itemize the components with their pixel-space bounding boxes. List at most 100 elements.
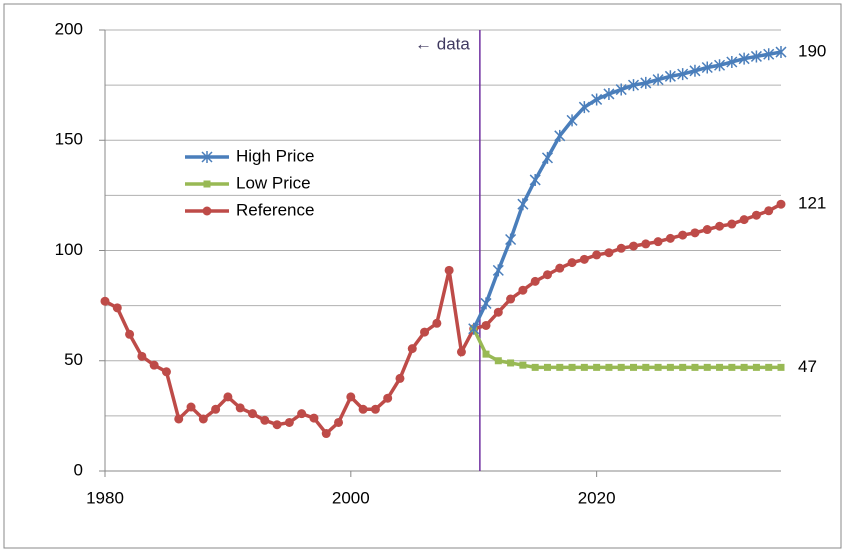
- point: [579, 254, 589, 264]
- point: [615, 83, 627, 96]
- legend-marker: [201, 151, 213, 163]
- point: [519, 361, 527, 369]
- point: [716, 363, 724, 371]
- y-tick-label: 100: [55, 240, 83, 259]
- point: [407, 344, 417, 354]
- point: [666, 363, 674, 371]
- point: [679, 363, 687, 371]
- end-label: 121: [798, 194, 826, 213]
- y-tick-label: 50: [64, 350, 83, 369]
- point: [137, 351, 147, 361]
- point: [517, 198, 529, 211]
- point: [603, 87, 615, 100]
- point: [641, 239, 651, 249]
- point: [247, 409, 257, 419]
- point: [604, 248, 614, 258]
- point: [529, 173, 541, 186]
- point: [714, 59, 726, 72]
- series-markers: [470, 325, 785, 371]
- point: [763, 48, 775, 61]
- point: [703, 363, 711, 371]
- point: [507, 359, 515, 367]
- annotation: ← data: [415, 34, 470, 53]
- point: [161, 367, 171, 377]
- point: [776, 199, 786, 209]
- point: [690, 228, 700, 238]
- x-tick-label: 1980: [86, 488, 124, 507]
- point: [112, 303, 122, 313]
- point: [334, 417, 344, 427]
- legend-label: High Price: [236, 146, 314, 165]
- point: [592, 250, 602, 260]
- point: [480, 297, 492, 310]
- point: [566, 114, 578, 127]
- point: [738, 52, 750, 65]
- point: [591, 93, 603, 106]
- point: [555, 263, 565, 273]
- point: [456, 347, 466, 357]
- point: [482, 350, 490, 358]
- y-tick-label: 0: [74, 460, 83, 479]
- point: [627, 79, 640, 92]
- point: [309, 413, 319, 423]
- point: [395, 373, 405, 383]
- point: [677, 68, 689, 81]
- point: [665, 233, 675, 243]
- point: [568, 363, 576, 371]
- point: [653, 237, 663, 247]
- point: [629, 241, 639, 251]
- y-tick-label: 200: [55, 19, 83, 38]
- point: [777, 363, 785, 371]
- legend-marker-icon: [201, 151, 213, 163]
- x-tick-label: 2020: [578, 488, 616, 507]
- x-tick-label: 2000: [332, 488, 370, 507]
- point: [493, 307, 503, 317]
- point: [346, 392, 356, 402]
- point: [542, 270, 552, 280]
- point: [505, 233, 517, 246]
- legend-label: Reference: [236, 200, 314, 219]
- point: [235, 403, 245, 413]
- point: [740, 363, 748, 371]
- point: [432, 318, 442, 328]
- point: [654, 363, 662, 371]
- legend-marker: [203, 180, 211, 188]
- point: [678, 230, 688, 240]
- series-markers: [468, 46, 787, 335]
- legend-marker: [202, 206, 212, 216]
- point: [383, 393, 393, 403]
- point: [198, 414, 208, 424]
- point: [750, 50, 762, 63]
- legend-label: Low Price: [236, 173, 311, 192]
- point: [223, 392, 233, 402]
- point: [494, 357, 502, 365]
- point: [284, 417, 294, 427]
- point: [211, 404, 221, 414]
- legend-marker-icon: [202, 206, 212, 216]
- point: [297, 409, 307, 419]
- point: [567, 258, 577, 268]
- chart-frame: [3, 3, 842, 549]
- point: [617, 363, 625, 371]
- point: [468, 322, 480, 335]
- point: [605, 363, 613, 371]
- point: [260, 415, 270, 425]
- point: [125, 329, 135, 339]
- point: [726, 55, 738, 68]
- point: [691, 363, 699, 371]
- point: [506, 294, 516, 304]
- point: [580, 363, 588, 371]
- point: [530, 276, 540, 286]
- point: [358, 404, 368, 414]
- point: [765, 363, 773, 371]
- point: [556, 363, 564, 371]
- point: [554, 129, 566, 142]
- point: [616, 243, 626, 253]
- point: [174, 414, 184, 424]
- point: [630, 363, 638, 371]
- point: [541, 151, 554, 164]
- point: [652, 73, 664, 86]
- point: [420, 327, 430, 337]
